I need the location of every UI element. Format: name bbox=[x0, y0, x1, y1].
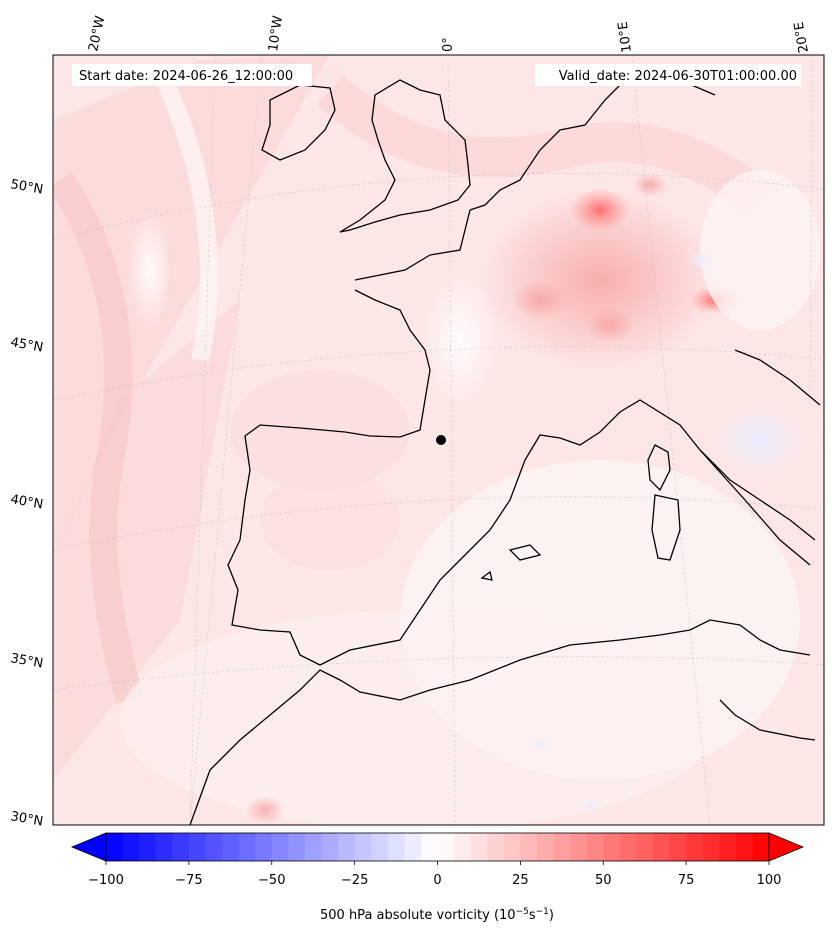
colorbar-label-sup2: −1 bbox=[536, 907, 549, 917]
colorbar-segment bbox=[536, 833, 555, 861]
location-marker bbox=[436, 435, 446, 445]
graticule bbox=[53, 55, 824, 825]
colorbar-tick-label: −25 bbox=[341, 873, 368, 888]
lat-label-35n: 35°N bbox=[9, 651, 44, 671]
colorbar-segment bbox=[586, 833, 604, 861]
colorbar-tick-label: −50 bbox=[258, 873, 285, 888]
colorbar-segment bbox=[603, 833, 621, 861]
colorbar-segment bbox=[487, 833, 505, 861]
lat-label-45n: 45°N bbox=[9, 335, 44, 355]
colorbar-label-end: ) bbox=[549, 908, 554, 923]
colorbar-label: 500 hPa absolute vorticity (10−5s−1) bbox=[320, 907, 554, 923]
colorbar-segment bbox=[288, 833, 306, 861]
colorbar-segment bbox=[752, 833, 770, 861]
colorbar-segment bbox=[304, 833, 323, 861]
colorbar-segment bbox=[735, 833, 754, 861]
colorbar-segment bbox=[619, 833, 637, 861]
colorbar-extend-low bbox=[70, 832, 107, 862]
colorbar-segment bbox=[205, 833, 223, 861]
colorbar-label-mid: s bbox=[529, 908, 536, 923]
colorbar-segment bbox=[238, 833, 256, 861]
colorbar-segment bbox=[122, 833, 140, 861]
colorbar-segments bbox=[106, 833, 770, 861]
colorbar-tick-label: 50 bbox=[595, 873, 612, 888]
colorbar-segment bbox=[520, 833, 538, 861]
colorbar-segment bbox=[271, 833, 289, 861]
lon-label-10w: 10°W bbox=[266, 15, 286, 53]
valid-date-annotation: Valid_date: 2024-06-30T01:00:00.00 bbox=[535, 64, 801, 86]
lon-label-10e: 10°E bbox=[616, 20, 635, 53]
longitude-labels: 20°W 10°W 0° 10°E 20°E bbox=[86, 14, 812, 53]
colorbar-segment bbox=[420, 833, 439, 861]
colorbar: −100 −75 −50 −25 0 25 50 75 100 bbox=[70, 832, 805, 888]
map-panel bbox=[52, 54, 825, 826]
colorbar-segment bbox=[636, 833, 654, 861]
colorbar-segment bbox=[188, 833, 207, 861]
lat-label-40n: 40°N bbox=[9, 492, 44, 512]
colorbar-segment bbox=[387, 833, 405, 861]
colorbar-label-text: 500 hPa absolute vorticity (10 bbox=[320, 908, 516, 923]
colorbar-segment bbox=[503, 833, 521, 861]
colorbar-tick-label: −100 bbox=[88, 873, 124, 888]
colorbar-segment bbox=[338, 833, 356, 861]
lon-label-20e: 20°E bbox=[792, 21, 812, 54]
colorbar-tick-label: −75 bbox=[175, 873, 202, 888]
colorbar-segment bbox=[652, 833, 671, 861]
colorbar-segment bbox=[155, 833, 173, 861]
colorbar-segment bbox=[570, 833, 588, 861]
colorbar-segment bbox=[404, 833, 422, 861]
latitude-labels: 50°N 45°N 40°N 35°N 30°N bbox=[9, 177, 44, 829]
start-date-text: Start date: 2024-06-26_12:00:00 bbox=[79, 69, 293, 84]
colorbar-segment bbox=[437, 833, 455, 861]
colorbar-tick-label: 100 bbox=[757, 873, 782, 888]
colorbar-segment bbox=[106, 833, 124, 861]
colorbar-segment bbox=[139, 833, 157, 861]
colorbar-segment bbox=[172, 833, 190, 861]
colorbar-label-sup1: −5 bbox=[516, 907, 529, 917]
colorbar-segment bbox=[686, 833, 704, 861]
lat-label-50n: 50°N bbox=[9, 177, 44, 197]
coastlines bbox=[189, 69, 821, 825]
lat-label-30n: 30°N bbox=[9, 809, 44, 829]
lon-label-0: 0° bbox=[441, 37, 456, 52]
colorbar-segment bbox=[255, 833, 273, 861]
colorbar-segment bbox=[719, 833, 737, 861]
colorbar-segment bbox=[702, 833, 720, 861]
colorbar-segment bbox=[371, 833, 389, 861]
colorbar-segment bbox=[470, 833, 488, 861]
colorbar-tick-label: 25 bbox=[512, 873, 529, 888]
lon-label-20w: 20°W bbox=[86, 14, 108, 52]
colorbar-tick-label: 75 bbox=[678, 873, 695, 888]
map-frame bbox=[52, 54, 825, 826]
colorbar-segment bbox=[222, 833, 240, 861]
colorbar-segment bbox=[669, 833, 687, 861]
colorbar-segment bbox=[354, 833, 372, 861]
colorbar-segment bbox=[553, 833, 571, 861]
colorbar-ticks: −100 −75 −50 −25 0 25 50 75 100 bbox=[88, 861, 781, 888]
vorticity-field bbox=[53, 55, 824, 825]
colorbar-segment bbox=[321, 833, 339, 861]
valid-date-text: Valid_date: 2024-06-30T01:00:00.00 bbox=[559, 69, 797, 84]
start-date-annotation: Start date: 2024-06-26_12:00:00 bbox=[72, 64, 312, 86]
colorbar-tick-label: 0 bbox=[433, 873, 441, 888]
colorbar-segment bbox=[454, 833, 472, 861]
colorbar-extend-high bbox=[768, 832, 805, 862]
